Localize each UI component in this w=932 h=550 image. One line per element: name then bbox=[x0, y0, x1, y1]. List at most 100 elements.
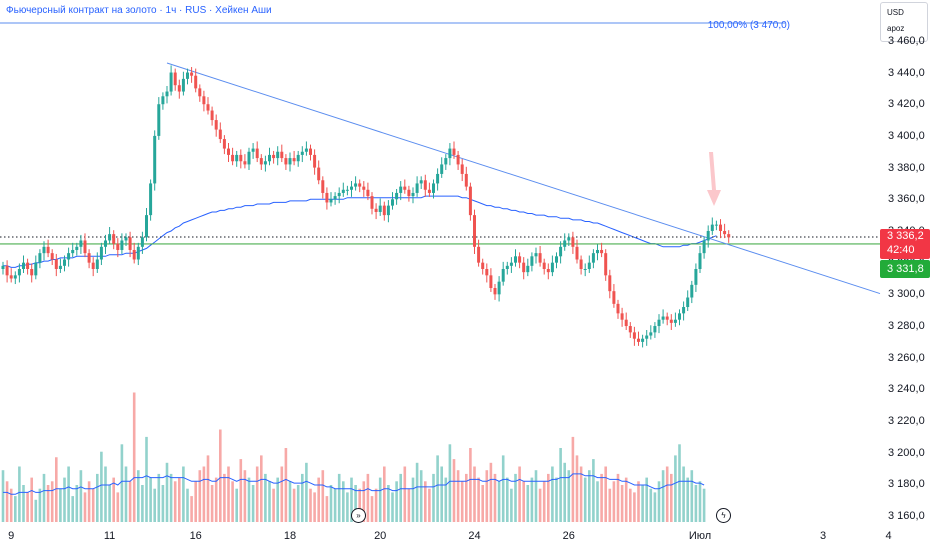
candle-body bbox=[255, 148, 259, 159]
volume-bar bbox=[202, 466, 206, 522]
volume-bar bbox=[206, 455, 210, 522]
volume-bar bbox=[399, 473, 402, 522]
candle-body bbox=[124, 237, 128, 241]
volume-bar bbox=[649, 488, 653, 522]
candle-body bbox=[296, 154, 300, 162]
volume-bar bbox=[534, 470, 538, 522]
volume-bar bbox=[251, 485, 255, 522]
candle-body bbox=[309, 148, 312, 155]
candle-body bbox=[632, 332, 636, 339]
candle-body bbox=[75, 246, 79, 250]
candle-body bbox=[165, 91, 169, 97]
volume-bar bbox=[452, 459, 456, 522]
volume-bar bbox=[128, 481, 132, 522]
volume-bar bbox=[34, 499, 38, 522]
candle-body bbox=[140, 237, 144, 247]
volume-bar bbox=[67, 466, 70, 522]
volume-bar bbox=[292, 488, 296, 522]
candle-body bbox=[723, 230, 727, 235]
volume-bar bbox=[583, 477, 587, 522]
candle-body bbox=[530, 256, 534, 266]
candle-body bbox=[227, 148, 230, 155]
candle-body bbox=[522, 262, 526, 273]
candle-body bbox=[5, 265, 9, 276]
y-tick-label: 3 420,0 bbox=[888, 98, 925, 111]
candle-body bbox=[501, 268, 505, 282]
candle-body bbox=[288, 158, 292, 165]
candle-body bbox=[300, 151, 304, 155]
candle-body bbox=[448, 148, 452, 159]
y-tick-label: 3 380,0 bbox=[888, 161, 925, 174]
candle-body bbox=[272, 154, 276, 159]
candle-body bbox=[218, 129, 222, 140]
volume-bar bbox=[296, 485, 300, 522]
candle-body bbox=[337, 192, 341, 197]
volume-bar bbox=[317, 477, 320, 522]
volume-bar bbox=[268, 481, 271, 522]
volume-bar bbox=[481, 485, 484, 522]
volume-bar bbox=[247, 477, 251, 522]
volume-bar bbox=[620, 485, 624, 522]
volume-bar bbox=[173, 481, 177, 522]
candle-body bbox=[587, 262, 591, 269]
candle-body bbox=[120, 240, 124, 250]
y-tick-label: 3 280,0 bbox=[888, 320, 925, 333]
currency-selector[interactable]: USD apoz bbox=[880, 2, 928, 42]
candle-body bbox=[591, 253, 595, 263]
candle-body bbox=[612, 291, 616, 304]
candle-body bbox=[30, 268, 34, 276]
lightning-icon[interactable]: ϟ bbox=[716, 508, 731, 523]
volume-bar bbox=[579, 466, 583, 522]
volume-bar bbox=[14, 496, 17, 522]
volume-bar bbox=[288, 481, 292, 522]
volume-bar bbox=[600, 473, 603, 522]
volume-bar bbox=[305, 462, 308, 522]
candle-body bbox=[83, 240, 87, 254]
candle-body bbox=[432, 183, 435, 193]
y-tick-label: 3 460,0 bbox=[888, 34, 925, 47]
y-tick-label: 3 200,0 bbox=[888, 446, 925, 459]
volume-bar bbox=[161, 485, 165, 522]
candle-body bbox=[280, 151, 284, 159]
volume-bar bbox=[411, 477, 415, 522]
volume-bar bbox=[337, 473, 341, 522]
candle-body bbox=[333, 196, 337, 200]
candle-body bbox=[17, 268, 21, 276]
x-tick-label: Июл bbox=[688, 530, 712, 542]
volume-bar bbox=[530, 477, 534, 522]
volume-bar bbox=[526, 485, 530, 522]
volume-bar bbox=[214, 477, 218, 522]
candle-body bbox=[698, 253, 702, 269]
volume-bar bbox=[46, 485, 50, 522]
volume-bar bbox=[96, 473, 99, 522]
level-price-tag: 3 331,8 bbox=[880, 260, 930, 278]
volume-bar bbox=[301, 473, 304, 522]
x-tick-label: 9 bbox=[8, 530, 15, 542]
y-tick-label: 3 180,0 bbox=[888, 478, 925, 491]
volume-bar bbox=[223, 473, 226, 522]
double-chevron-icon[interactable]: » bbox=[351, 508, 366, 523]
y-tick-label: 3 220,0 bbox=[888, 415, 925, 428]
volume-bar bbox=[112, 477, 115, 522]
candle-body bbox=[596, 249, 599, 254]
volume-bar bbox=[87, 481, 91, 522]
candle-body bbox=[222, 139, 226, 149]
volume-bar bbox=[153, 488, 156, 522]
volume-bar bbox=[231, 481, 234, 522]
volume-bar bbox=[309, 488, 312, 522]
candle-body bbox=[600, 249, 604, 254]
volume-bar bbox=[186, 488, 189, 522]
candle-body bbox=[579, 259, 583, 269]
volume-bar bbox=[350, 477, 353, 522]
chart-title: Фьючерсный контракт на золото · 1ч · RUS… bbox=[6, 5, 272, 16]
volume-bar bbox=[354, 485, 357, 522]
candle-body bbox=[608, 275, 612, 292]
volume-bar bbox=[403, 466, 407, 522]
x-tick-label: 26 bbox=[562, 530, 575, 542]
candle-body bbox=[514, 256, 517, 263]
candle-body bbox=[214, 120, 218, 130]
y-tick-label: 3 360,0 bbox=[888, 193, 925, 206]
candle-body bbox=[194, 75, 198, 89]
volume-bar bbox=[30, 477, 33, 522]
